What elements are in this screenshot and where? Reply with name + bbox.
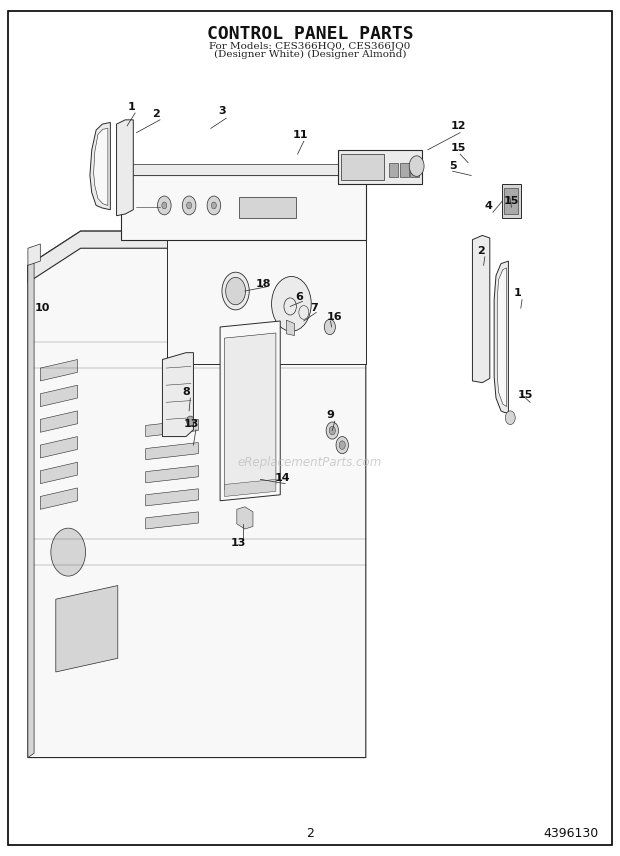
- Circle shape: [182, 196, 196, 215]
- Polygon shape: [237, 507, 253, 529]
- Polygon shape: [146, 466, 198, 483]
- Polygon shape: [286, 320, 294, 336]
- Polygon shape: [494, 261, 508, 413]
- Polygon shape: [146, 419, 198, 437]
- Polygon shape: [121, 164, 366, 175]
- Text: 14: 14: [274, 473, 290, 483]
- Circle shape: [272, 276, 311, 331]
- Text: 9: 9: [327, 410, 334, 420]
- Text: 15: 15: [451, 143, 466, 153]
- Text: CONTROL PANEL PARTS: CONTROL PANEL PARTS: [206, 25, 414, 44]
- Circle shape: [339, 441, 345, 449]
- Polygon shape: [410, 163, 419, 177]
- Polygon shape: [28, 261, 34, 758]
- Circle shape: [207, 196, 221, 215]
- Circle shape: [51, 528, 86, 576]
- Polygon shape: [224, 333, 276, 490]
- Text: 8: 8: [182, 387, 190, 397]
- Polygon shape: [40, 360, 78, 381]
- Circle shape: [226, 277, 246, 305]
- Text: 2: 2: [153, 109, 160, 119]
- Polygon shape: [146, 512, 198, 529]
- Text: 1: 1: [128, 102, 136, 112]
- Polygon shape: [90, 122, 110, 210]
- Text: 3: 3: [218, 106, 226, 116]
- Text: 4: 4: [485, 201, 492, 211]
- Polygon shape: [40, 385, 78, 407]
- Text: 15: 15: [503, 196, 518, 206]
- Text: 12: 12: [451, 121, 467, 131]
- Circle shape: [187, 202, 192, 209]
- Polygon shape: [117, 120, 133, 216]
- Circle shape: [211, 202, 216, 209]
- Text: For Models: CES366HQ0, CES366JQ0: For Models: CES366HQ0, CES366JQ0: [210, 42, 410, 51]
- Polygon shape: [162, 353, 193, 437]
- Text: 10: 10: [35, 303, 50, 313]
- Polygon shape: [220, 321, 280, 501]
- Text: 1: 1: [514, 288, 521, 298]
- Polygon shape: [341, 154, 384, 180]
- Polygon shape: [146, 489, 198, 506]
- Polygon shape: [167, 223, 366, 364]
- Circle shape: [222, 272, 249, 310]
- Polygon shape: [40, 488, 78, 509]
- Text: 4396130: 4396130: [543, 827, 598, 841]
- Text: 15: 15: [518, 390, 533, 401]
- Circle shape: [409, 156, 424, 176]
- Circle shape: [326, 422, 339, 439]
- Polygon shape: [167, 212, 366, 223]
- Text: eReplacementParts.com: eReplacementParts.com: [238, 455, 382, 469]
- Circle shape: [284, 298, 296, 315]
- Polygon shape: [338, 150, 422, 184]
- Polygon shape: [121, 175, 366, 240]
- Text: (Designer White) (Designer Almond): (Designer White) (Designer Almond): [214, 51, 406, 59]
- Polygon shape: [389, 163, 398, 177]
- Polygon shape: [40, 411, 78, 432]
- Text: 7: 7: [311, 303, 318, 313]
- Text: 2: 2: [306, 827, 314, 841]
- Text: 18: 18: [255, 279, 272, 289]
- Polygon shape: [94, 128, 108, 205]
- Circle shape: [157, 196, 171, 215]
- Text: 6: 6: [296, 292, 303, 302]
- Polygon shape: [146, 443, 198, 460]
- Polygon shape: [239, 197, 296, 218]
- Polygon shape: [28, 244, 40, 265]
- Text: 11: 11: [293, 130, 308, 140]
- Polygon shape: [224, 479, 276, 496]
- Circle shape: [324, 319, 335, 335]
- Polygon shape: [40, 462, 78, 484]
- Polygon shape: [497, 268, 507, 407]
- Polygon shape: [28, 231, 366, 758]
- Circle shape: [187, 416, 194, 426]
- Circle shape: [162, 202, 167, 209]
- Polygon shape: [504, 188, 518, 214]
- Text: 13: 13: [231, 538, 246, 548]
- Polygon shape: [28, 231, 366, 282]
- Text: 13: 13: [184, 419, 198, 429]
- Circle shape: [329, 426, 335, 435]
- Polygon shape: [502, 184, 521, 218]
- Text: 2: 2: [477, 246, 484, 256]
- Polygon shape: [400, 163, 409, 177]
- Polygon shape: [40, 437, 78, 458]
- Text: 5: 5: [449, 161, 456, 171]
- Circle shape: [336, 437, 348, 454]
- Polygon shape: [472, 235, 490, 383]
- Polygon shape: [56, 586, 118, 672]
- Text: 16: 16: [327, 312, 343, 322]
- Circle shape: [505, 411, 515, 425]
- Circle shape: [299, 306, 309, 319]
